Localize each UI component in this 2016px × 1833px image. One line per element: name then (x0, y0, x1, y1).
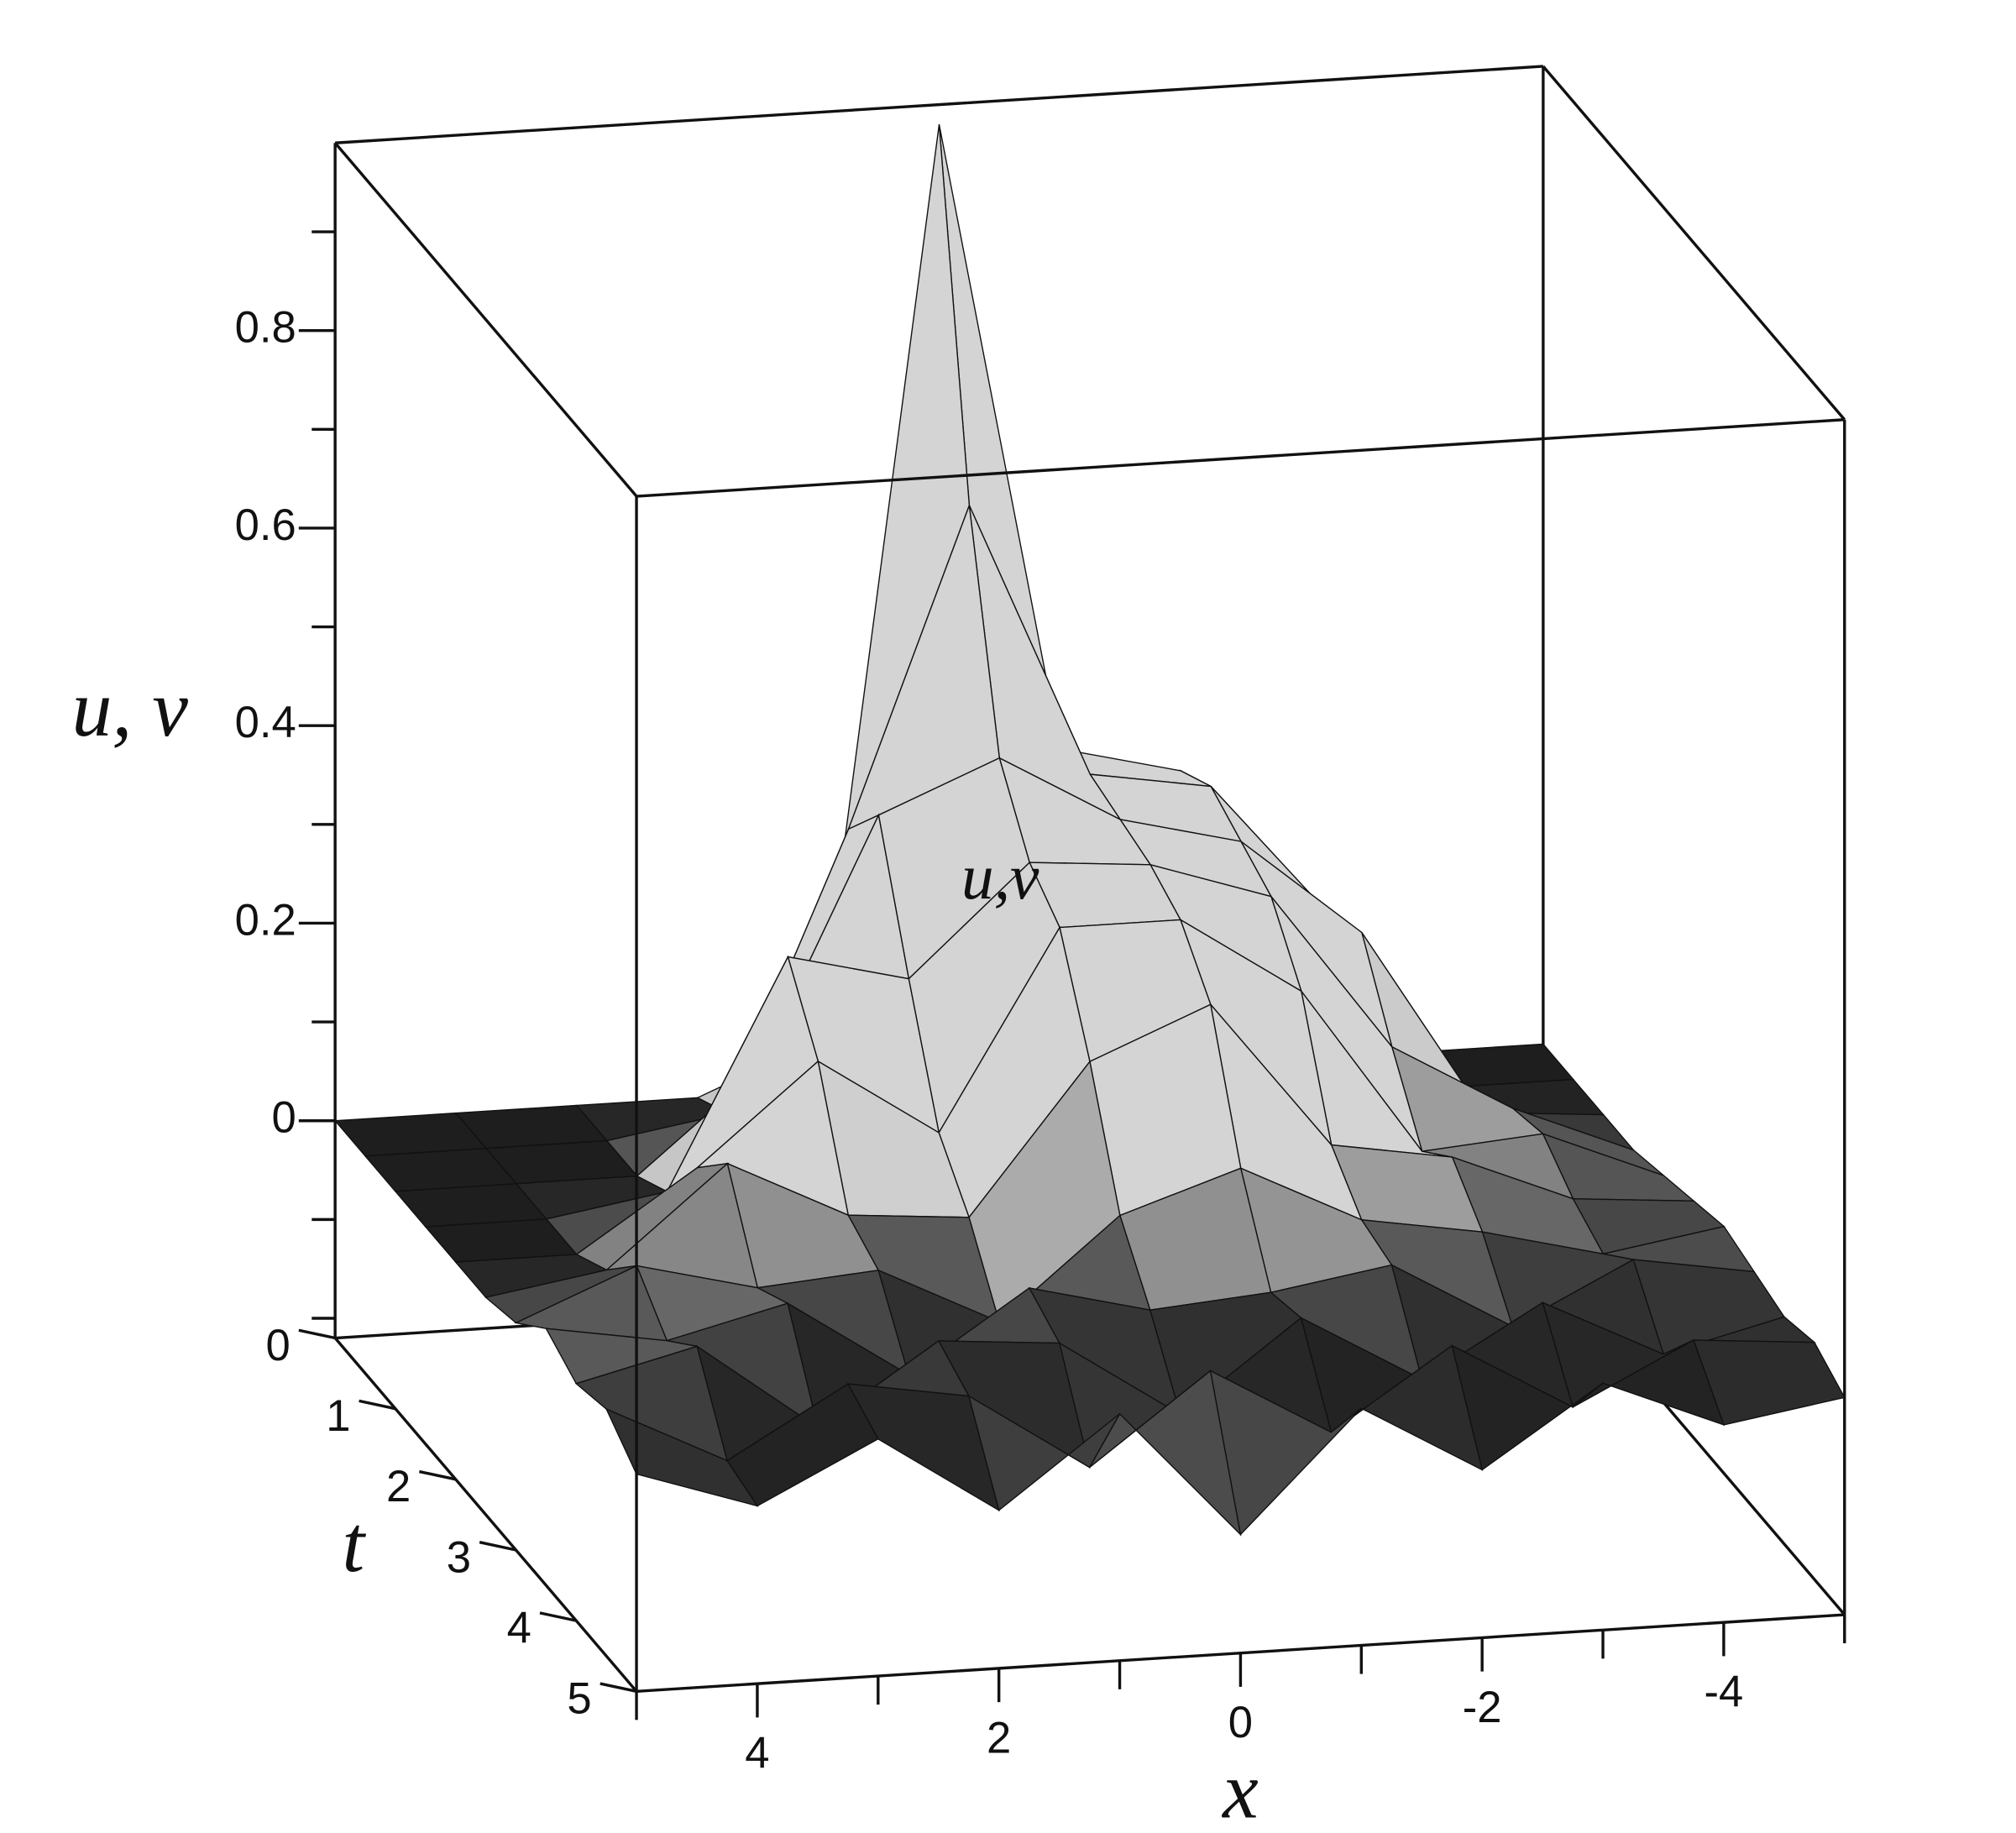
box-edge (333, 142, 638, 498)
t-tick-label: 2 (386, 1462, 411, 1511)
box-edge (335, 65, 1543, 144)
x-tick-label: 0 (1228, 1698, 1253, 1747)
z-tick-label: 0.6 (235, 500, 296, 550)
t-tick (600, 1682, 637, 1693)
x-tick-label: 4 (745, 1729, 769, 1778)
t-tick-label: 4 (507, 1603, 531, 1652)
x-axis-label: x (1221, 1747, 1259, 1833)
t-tick (298, 1328, 336, 1340)
surface (333, 123, 1846, 1537)
box-edge (333, 1337, 638, 1693)
t-tick-label: 5 (567, 1674, 591, 1724)
z-tick-label: 0.8 (235, 303, 296, 353)
t-tick (359, 1399, 396, 1411)
x-tick-label: -2 (1463, 1683, 1502, 1732)
box-edge (1542, 65, 1846, 421)
t-tick (539, 1611, 577, 1622)
annotation: u,v (961, 841, 1039, 913)
z-tick-label: 0.2 (235, 895, 296, 945)
x-tick-label: -4 (1704, 1668, 1744, 1717)
z-tick-label: 0.4 (235, 698, 296, 747)
t-tick (479, 1541, 516, 1552)
t-tick-label: 3 (447, 1532, 471, 1582)
t-axis-label: t (342, 1500, 366, 1589)
box-front (298, 230, 1846, 1720)
t-tick-label: 0 (265, 1321, 290, 1370)
t-tick (419, 1469, 457, 1481)
t-tick-label: 1 (326, 1391, 350, 1441)
z-axis-label: u, v (71, 664, 188, 753)
z-tick-label: 0 (271, 1093, 296, 1143)
x-tick-label: 2 (987, 1713, 1011, 1762)
box-edge (636, 418, 1845, 498)
